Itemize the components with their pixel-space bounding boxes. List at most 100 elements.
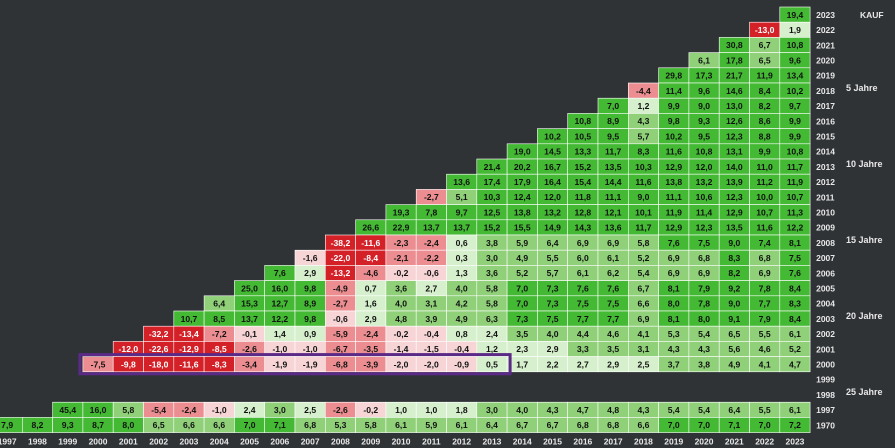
heatmap-cell-label-1970-1997: 7,9 [1, 420, 13, 430]
heatmap-cell-label-2008-2017: 6,9 [607, 238, 619, 248]
heatmap-cell-label-2004-2006: 12,7 [271, 299, 288, 309]
heatmap-cell-label-2009-2023: 12,2 [787, 223, 804, 233]
heatmap-cell-label-2017-2023: 9,7 [789, 101, 801, 111]
heatmap-cell-label-2006-2013: 3,6 [486, 268, 498, 278]
heatmap-cell-label-1997-2002: -5,4 [151, 405, 166, 415]
heatmap-cell-label-2001-2013: 1,2 [486, 344, 498, 354]
heatmap-cell-label-2010-2020: 11,4 [696, 207, 712, 217]
heatmap-cell-label-1970-2003: 6,6 [183, 420, 195, 430]
heatmap-cell-label-2003-2010: 4,8 [395, 314, 407, 324]
heatmap-cell-label-2007-2022: 6,8 [759, 253, 771, 263]
heatmap-cell-label-1970-2001: 8,0 [122, 420, 134, 430]
heatmap-cell-label-2002-2015: 4,0 [547, 329, 559, 339]
heatmap-cell-label-2002-2010: -0,2 [394, 329, 409, 339]
heatmap-cell-label-2016-2017: 8,9 [607, 116, 619, 126]
heatmap-cell-label-2013-2023: 11,7 [787, 162, 803, 172]
heatmap-cell-label-2002-2003: -13,4 [179, 329, 199, 339]
heatmap-cell-label-2006-2017: 6,2 [607, 268, 619, 278]
heatmap-cell-label-2018-2021: 14,6 [726, 86, 743, 96]
sell-year-label-2012: 2012 [452, 437, 471, 447]
heatmap-cell-label-1970-2004: 6,6 [213, 420, 225, 430]
sell-year-label-2017: 2017 [604, 437, 623, 447]
heatmap-cell-label-2004-2005: 15,3 [241, 299, 258, 309]
heatmap-cell-label-2000-2008: -6,8 [333, 359, 348, 369]
sell-year-label-2001: 2001 [119, 437, 138, 447]
heatmap-cell-label-2011-2019: 11,1 [666, 192, 682, 202]
sell-year-label-1999: 1999 [58, 437, 77, 447]
heatmap-cell-label-2016-2018: 4,3 [637, 116, 649, 126]
heatmap-cell-label-2009-2021: 13,5 [726, 223, 743, 233]
heatmap-cell-label-2011-2023: 10,7 [787, 192, 804, 202]
heatmap-cell-label-2012-2014: 17,9 [514, 177, 531, 187]
heatmap-cell-label-2005-2013: 5,8 [486, 283, 498, 293]
heatmap-cell-label-2007-2023: 7,5 [789, 253, 801, 263]
heatmap-cell-label-2012-2023: 11,9 [787, 177, 803, 187]
heatmap-cell-label-2000-2013: 0,5 [486, 359, 498, 369]
sell-year-label-1997: 1997 [0, 437, 17, 447]
heatmap-cell-label-1997-2012: 1,8 [456, 405, 468, 415]
heatmap-cell-label-2004-2020: 7,8 [698, 299, 710, 309]
heatmap-cell-label-2017-2020: 9,0 [698, 101, 710, 111]
heatmap-cell-label-2010-2021: 12,9 [726, 207, 743, 217]
sell-year-label-2006: 2006 [270, 437, 289, 447]
heatmap-cell-label-2001-2010: -1,4 [394, 344, 409, 354]
heatmap-cell-label-2002-2009: -2,4 [363, 329, 378, 339]
heatmap-cell-label-1997-2020: 5,4 [698, 405, 710, 415]
heatmap-cell-label-1997-2018: 4,3 [637, 405, 649, 415]
heatmap-cell-label-2005-2022: 7,8 [759, 283, 771, 293]
heatmap-cell-label-2000-2010: -2,0 [394, 359, 409, 369]
buy-year-label-2009: 2009 [816, 223, 835, 233]
heatmap-cell-label-2003-2011: 3,9 [425, 314, 437, 324]
heatmap-cell-label-1970-2019: 7,0 [668, 420, 680, 430]
heatmap-cell-label-2008-2020: 7,5 [698, 238, 710, 248]
heatmap-cell-label-1997-2009: -0,2 [363, 405, 378, 415]
heatmap-cell-label-1997-2022: 5,5 [759, 405, 771, 415]
heatmap-cell-label-2003-2023: 8,4 [789, 314, 801, 324]
buy-year-label-2021: 2021 [816, 40, 835, 50]
heatmap-cell-label-2004-2012: 4,2 [456, 299, 468, 309]
heatmap-cell-label-2020-2022: 6,5 [759, 55, 771, 65]
heatmap-cell-label-2008-2022: 7,4 [759, 238, 771, 248]
heatmap-cell-label-2012-2021: 13,9 [726, 177, 743, 187]
heatmap-cell-label-2005-2015: 7,3 [547, 283, 559, 293]
heatmap-cell-label-2008-2008: -38,2 [331, 238, 351, 248]
heatmap-cell-label-2017-2019: 9,9 [668, 101, 680, 111]
heatmap-cell-label-2007-2018: 5,2 [637, 253, 649, 263]
heatmap-cell-label-2004-2018: 6,6 [637, 299, 649, 309]
heatmap-cell-label-2010-2010: 19,3 [393, 207, 410, 217]
heatmap-cell-label-2012-2015: 16,4 [544, 177, 561, 187]
heatmap-cell-label-2002-2017: 4,6 [607, 329, 619, 339]
heatmap-cell-label-2006-2007: 2,9 [304, 268, 316, 278]
heatmap-cell-label-2008-2019: 7,6 [668, 238, 680, 248]
buy-year-label-1970: 1970 [816, 420, 835, 430]
heatmap-cell-label-2010-2016: 12,8 [574, 207, 591, 217]
heatmap-cell-label-2008-2014: 5,9 [516, 238, 528, 248]
heatmap-cell-label-2003-2019: 8,1 [668, 314, 680, 324]
heatmap-cell-label-2006-2014: 5,2 [516, 268, 528, 278]
sell-year-label-2020: 2020 [695, 437, 714, 447]
heatmap-cell-label-2002-2006: 1,4 [274, 329, 286, 339]
heatmap-cell-label-2000-2012: -0,9 [454, 359, 469, 369]
heatmap-cell-label-2003-2008: -0,6 [333, 314, 348, 324]
heatmap-cell-label-2003-2005: 13,7 [241, 314, 258, 324]
buy-year-label-2007: 2007 [816, 253, 835, 263]
heatmap-cell-label-2004-2010: 4,0 [395, 299, 407, 309]
heatmap-cell-label-2000-2004: -8,3 [212, 359, 227, 369]
heatmap-cell-label-2001-2022: 4,6 [759, 344, 771, 354]
heatmap-cell-label-2000-2021: 4,9 [728, 359, 740, 369]
heatmap-cell-label-1997-2016: 4,7 [577, 405, 589, 415]
heatmap-cell-label-2012-2013: 17,4 [484, 177, 501, 187]
heatmap-cell-label-1997-2019: 5,4 [668, 405, 680, 415]
heatmap-cell-label-2012-2022: 11,2 [757, 177, 773, 187]
heatmap-cell-label-1997-2014: 4,0 [516, 405, 528, 415]
heatmap-cell-label-2009-2014: 15,5 [514, 223, 531, 233]
heatmap-cell-label-2002-2016: 4,4 [577, 329, 589, 339]
heatmap-cell-label-1997-2008: -2,6 [333, 405, 348, 415]
heatmap-cell-label-2004-2016: 7,5 [577, 299, 589, 309]
buy-year-label-2000: 2000 [816, 360, 835, 370]
heatmap-cell-label-1997-2010: 1,0 [395, 405, 407, 415]
heatmap-cell-label-2005-2018: 6,7 [637, 283, 649, 293]
heatmap-cell-label-2012-2017: 14,4 [605, 177, 622, 187]
heatmap-cell-label-2009-2009: 26,6 [362, 223, 379, 233]
